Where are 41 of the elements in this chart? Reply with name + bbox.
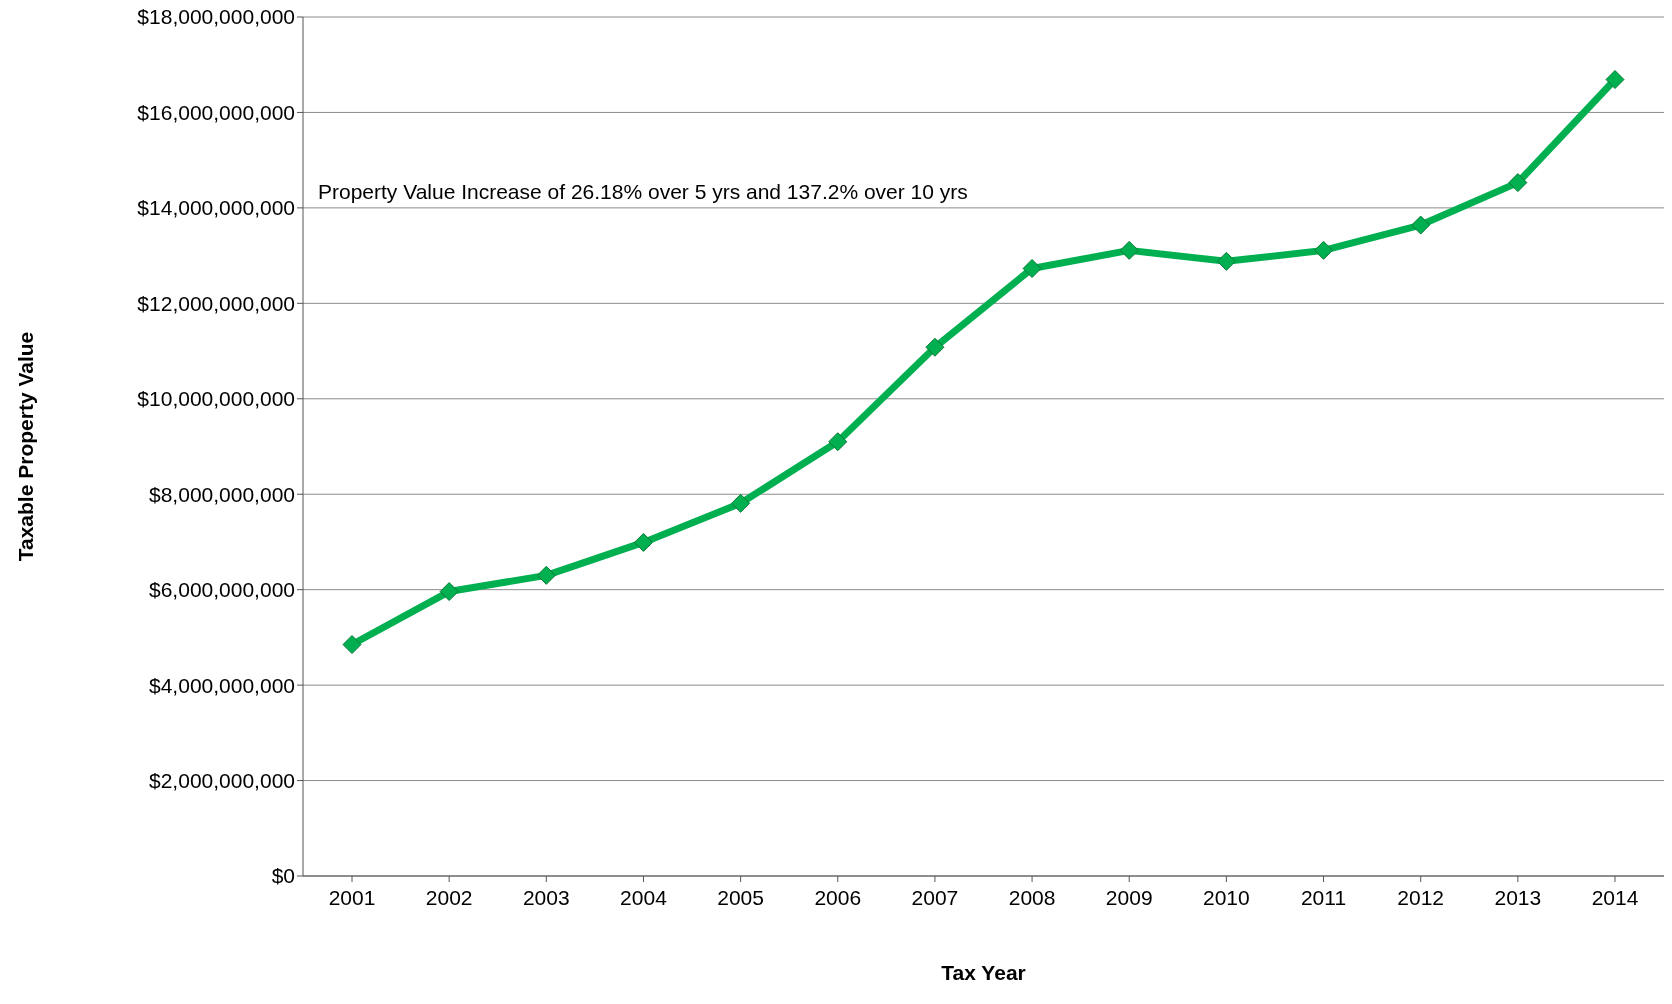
y-tick-label: $16,000,000,000 [137,100,295,124]
x-tick-label: 2002 [425,885,473,909]
point [536,565,556,585]
annotation: Property Value Increase of 26.18% over 5 yrs and 137.2% over 10 yrs [318,180,968,204]
point [731,493,751,513]
x-tick-label: 2001 [328,885,376,909]
point [1314,240,1334,260]
point [439,582,459,602]
x-tick-label: 2006 [814,885,862,909]
point [1119,240,1139,260]
point [1022,259,1042,278]
y-tick-label: $0 [271,864,295,888]
point [342,635,362,655]
y-tick-label: $18,000,000,000 [137,5,295,29]
x-tick-label: 2012 [1397,885,1445,909]
point [633,532,653,552]
x-tick-label: 2005 [717,885,764,909]
point [1605,70,1625,90]
x-tick-label: 2003 [522,885,570,909]
point [1411,215,1431,235]
y-tick-label: $14,000,000,000 [137,196,295,220]
y-tick-label: $8,000,000,000 [149,482,295,506]
y-tick-label: $4,000,000,000 [149,673,295,697]
y-tick-label: $10,000,000,000 [137,387,295,411]
x-tick-label: 2014 [1591,885,1639,909]
x-tick-label: 2013 [1494,885,1542,909]
x-tick-label: 2004 [620,885,668,909]
x-tick-label: 2007 [911,885,959,909]
y-axis-title: Taxable Property Value [14,331,38,562]
x-tick-label: 2008 [1008,885,1056,909]
y-tick-label: $6,000,000,000 [149,578,295,602]
point [1508,173,1528,193]
point [828,432,848,452]
x-tick-label: 2010 [1203,885,1250,909]
x-axis-title: Tax Year [941,961,1026,984]
y-tick-label: $12,000,000,000 [137,291,295,315]
x-tick-label: 2009 [1105,885,1153,909]
point [925,337,945,357]
point [1216,251,1236,271]
y-tick-label: $2,000,000,000 [149,769,295,793]
x-tick-label: 2011 [1300,885,1347,909]
